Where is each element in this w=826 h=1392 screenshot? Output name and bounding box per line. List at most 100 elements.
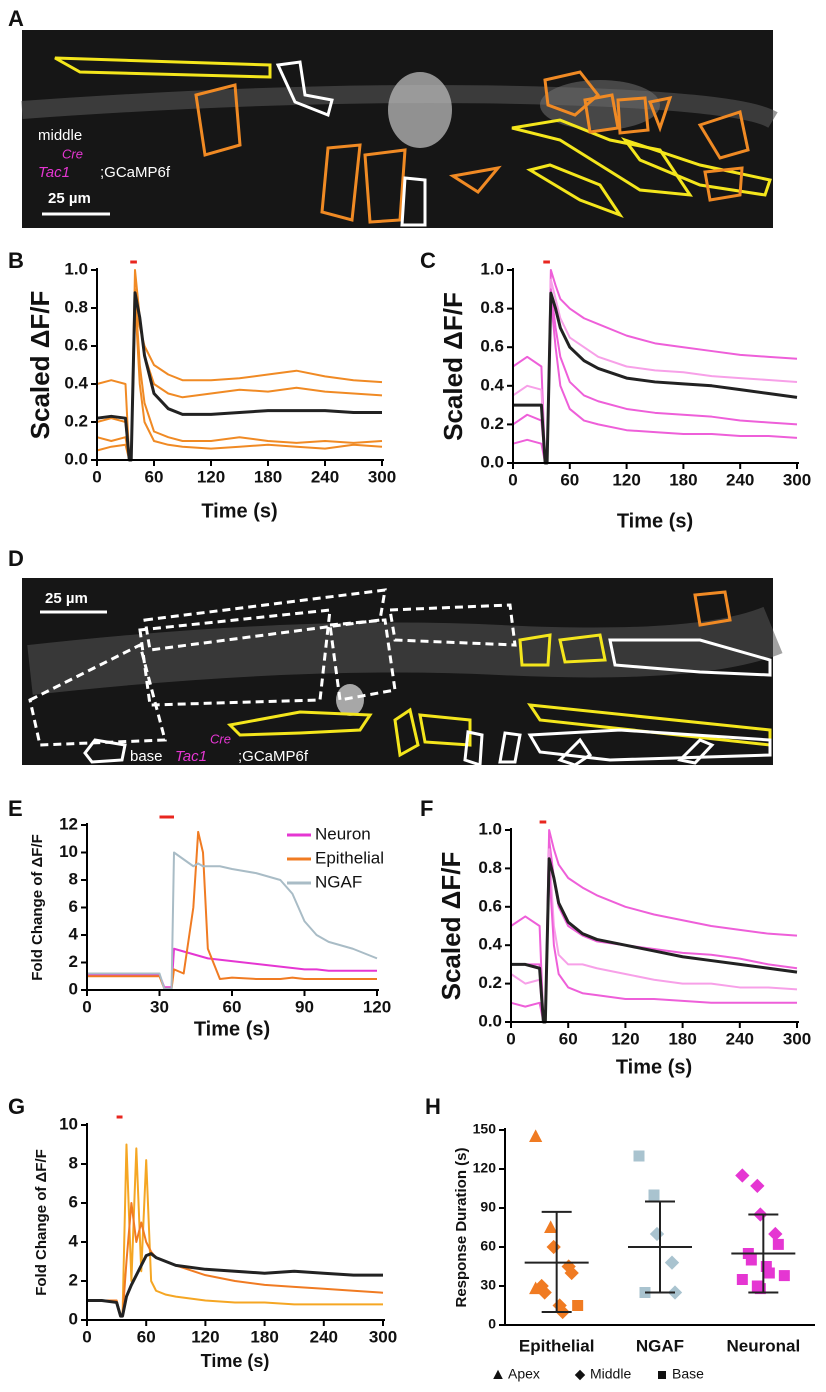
y-tick-label: 0.8 — [478, 858, 502, 877]
y-tick-label: 0.0 — [480, 452, 504, 471]
y-tick-label: 60 — [480, 1238, 496, 1254]
y-tick-label: 1.0 — [478, 819, 502, 838]
x-tick-label: 120 — [197, 467, 225, 486]
gene-label: Tac1 — [38, 164, 70, 181]
panel-letter: D — [8, 546, 24, 571]
data-point — [537, 1285, 552, 1300]
y-tick-label: 0.8 — [64, 297, 88, 316]
data-point — [649, 1226, 665, 1242]
legend-label: Epithelial — [315, 848, 384, 867]
legend-label: NGAF — [315, 872, 362, 891]
x-tick-label: 120 — [191, 1327, 219, 1346]
gene-label: Tac1 — [175, 748, 207, 765]
x-tick-label: 60 — [145, 467, 164, 486]
legend-label: Base — [672, 1366, 704, 1382]
x-axis-label: Time (s) — [201, 500, 277, 522]
reporter-label: ;GCaMP6f — [100, 164, 171, 181]
y-tick-label: 4 — [69, 924, 79, 943]
y-tick-label: 6 — [69, 897, 78, 916]
legend-label: Neuron — [315, 824, 371, 843]
x-axis-label: Time (s) — [201, 1351, 270, 1371]
x-tick-label: 60 — [137, 1327, 156, 1346]
x-axis-label: Time (s) — [616, 1056, 692, 1078]
x-tick-label: 180 — [668, 1029, 696, 1048]
x-tick-label: 180 — [250, 1327, 278, 1346]
y-tick-label: 30 — [480, 1277, 496, 1293]
data-point — [754, 1283, 766, 1295]
data-point — [745, 1254, 757, 1266]
x-tick-label: 0 — [82, 997, 91, 1016]
trace — [87, 1252, 383, 1318]
data-point — [664, 1255, 680, 1270]
legend-label: Middle — [590, 1366, 631, 1382]
data-point — [736, 1274, 748, 1285]
data-point — [544, 1220, 558, 1233]
y-tick-label: 2 — [69, 1270, 78, 1289]
data-point — [572, 1300, 584, 1311]
legend-marker — [574, 1369, 586, 1381]
x-tick-label: 240 — [310, 1327, 338, 1346]
y-tick-label: 4 — [69, 1231, 79, 1250]
reporter-label: ;GCaMP6f — [238, 748, 309, 765]
x-tick-label: Neuronal — [726, 1336, 800, 1355]
x-tick-label: 0 — [82, 1327, 91, 1346]
y-tick-label: 0 — [488, 1316, 496, 1332]
y-tick-label: 1.0 — [480, 259, 504, 278]
data-point — [735, 1168, 750, 1183]
x-tick-label: 180 — [669, 470, 697, 489]
y-tick-label: 0.8 — [480, 298, 504, 317]
x-tick-label: 300 — [368, 467, 396, 486]
legend-marker — [658, 1371, 666, 1379]
micrograph — [22, 578, 783, 768]
micrograph — [21, 30, 778, 228]
legend-marker — [493, 1369, 503, 1379]
x-tick-label: 90 — [295, 997, 314, 1016]
y-tick-label: 0.2 — [64, 411, 88, 430]
y-tick-label: 0.6 — [478, 896, 502, 915]
data-point — [768, 1226, 783, 1242]
trace — [510, 867, 797, 1023]
scale-bar-label: 25 µm — [48, 190, 91, 207]
x-tick-label: 60 — [560, 470, 579, 489]
y-tick-label: 8 — [69, 1153, 78, 1172]
y-tick-label: 12 — [59, 814, 78, 833]
y-tick-label: 2 — [69, 952, 78, 971]
x-tick-label: Epithelial — [519, 1336, 595, 1355]
y-tick-label: 0.2 — [480, 414, 504, 433]
gene-superscript: Cre — [210, 731, 231, 746]
y-axis-label: Fold Change of ΔF/F — [29, 834, 46, 981]
panel-letter: H — [425, 1094, 441, 1119]
y-tick-label: 0 — [69, 979, 78, 998]
y-tick-label: 0 — [69, 1309, 78, 1328]
y-axis-label: Fold Change of ΔF/F — [33, 1149, 50, 1296]
data-point — [564, 1265, 579, 1281]
data-point — [529, 1129, 543, 1142]
x-axis-label: Time (s) — [617, 510, 693, 532]
region-label: middle — [38, 127, 82, 144]
trace — [513, 291, 798, 465]
x-tick-label: 300 — [783, 1029, 811, 1048]
data-point — [763, 1267, 775, 1279]
x-tick-label: 300 — [783, 470, 811, 489]
x-tick-label: 120 — [612, 470, 640, 489]
x-tick-label: 30 — [150, 997, 169, 1016]
y-tick-label: 0.4 — [480, 375, 504, 394]
y-tick-label: 1.0 — [64, 259, 88, 278]
x-axis-label: Time (s) — [194, 1018, 270, 1040]
x-tick-label: 240 — [726, 470, 754, 489]
legend-label: Apex — [508, 1366, 540, 1382]
x-tick-label: 0 — [92, 467, 101, 486]
y-tick-label: 0.4 — [64, 373, 88, 392]
y-axis-label: Response Duration (s) — [453, 1147, 470, 1307]
y-tick-label: 10 — [59, 842, 78, 861]
x-tick-label: 60 — [223, 997, 242, 1016]
x-tick-label: 0 — [508, 470, 517, 489]
gene-superscript: Cre — [62, 146, 83, 161]
panel-letter: F — [420, 796, 433, 821]
y-tick-label: 0.0 — [64, 449, 88, 468]
trace — [87, 851, 378, 990]
data-point — [778, 1270, 790, 1282]
data-point — [529, 1281, 543, 1295]
y-axis-label: Scaled ΔF/F — [438, 292, 468, 441]
